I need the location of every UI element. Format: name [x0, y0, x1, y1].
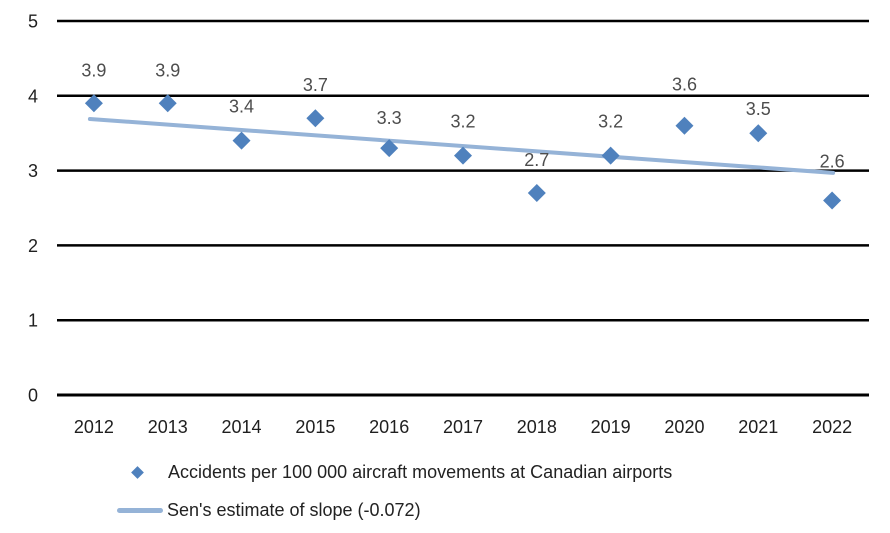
x-axis-tick-label: 2020: [664, 417, 704, 437]
data-point-label: 3.2: [450, 112, 475, 132]
x-axis-tick-label: 2019: [591, 417, 631, 437]
x-axis-tick-label: 2013: [148, 417, 188, 437]
data-point-diamond-icon: [380, 139, 399, 158]
line-marker-icon: [117, 507, 163, 513]
x-axis-tick-label: 2022: [812, 417, 852, 437]
data-point-label: 3.4: [229, 97, 254, 117]
data-point-label: 2.7: [524, 150, 549, 170]
y-axis-tick-label: 1: [28, 311, 38, 331]
data-point-diamond-icon: [675, 116, 694, 135]
data-point-label: 3.3: [377, 108, 402, 128]
data-point-diamond-icon: [232, 131, 251, 150]
x-axis-tick-label: 2015: [295, 417, 335, 437]
data-point-label: 3.2: [598, 112, 623, 132]
data-point-diamond-icon: [749, 124, 768, 143]
data-point-diamond-icon: [601, 146, 620, 165]
x-axis-tick-label: 2012: [74, 417, 114, 437]
legend-label-accidents: Accidents per 100 000 aircraft movements…: [168, 461, 673, 482]
data-point-label: 3.5: [746, 99, 771, 119]
y-axis-tick-label: 4: [28, 86, 38, 106]
legend-item-accidents: Accidents per 100 000 aircraft movements…: [0, 460, 890, 484]
data-point-diamond-icon: [454, 146, 472, 165]
data-point-diamond-icon: [527, 184, 546, 203]
data-point-label: 3.6: [672, 75, 697, 95]
trend-line: [87, 116, 836, 175]
x-axis-tick-label: 2016: [369, 417, 409, 437]
diamond-marker-icon: [131, 465, 144, 479]
y-axis-tick-label: 3: [28, 161, 38, 181]
data-point-label: 3.9: [155, 60, 180, 80]
accidents-trend-chart: 0 1 2 3 4 5 2012 2013 2014 2015 2016 2017 2018 2019 20…: [28, 12, 869, 437]
data-point-label: 3.9: [81, 60, 106, 80]
y-axis-tick-label: 0: [28, 386, 38, 406]
chart-legend: Accidents per 100 000 aircraft movements…: [0, 460, 890, 522]
y-axis-tick-label: 2: [28, 236, 38, 256]
x-axis-tick-label: 2021: [738, 417, 778, 437]
data-point-diamond-icon: [306, 109, 325, 128]
legend-item-trend: Sen's estimate of slope (-0.072): [0, 498, 890, 522]
data-point-diamond-icon: [84, 94, 103, 113]
data-point-label: 2.6: [820, 152, 845, 172]
x-axis-tick-label: 2018: [517, 417, 557, 437]
data-point-diamond-icon: [823, 191, 842, 210]
data-point-label: 3.7: [303, 75, 328, 95]
legend-label-trend: Sen's estimate of slope (-0.072): [167, 499, 421, 520]
y-axis-tick-label: 5: [28, 12, 38, 32]
data-point-diamond-icon: [158, 94, 177, 113]
x-axis-tick-label: 2017: [443, 417, 483, 437]
x-axis-tick-label: 2014: [222, 417, 262, 437]
